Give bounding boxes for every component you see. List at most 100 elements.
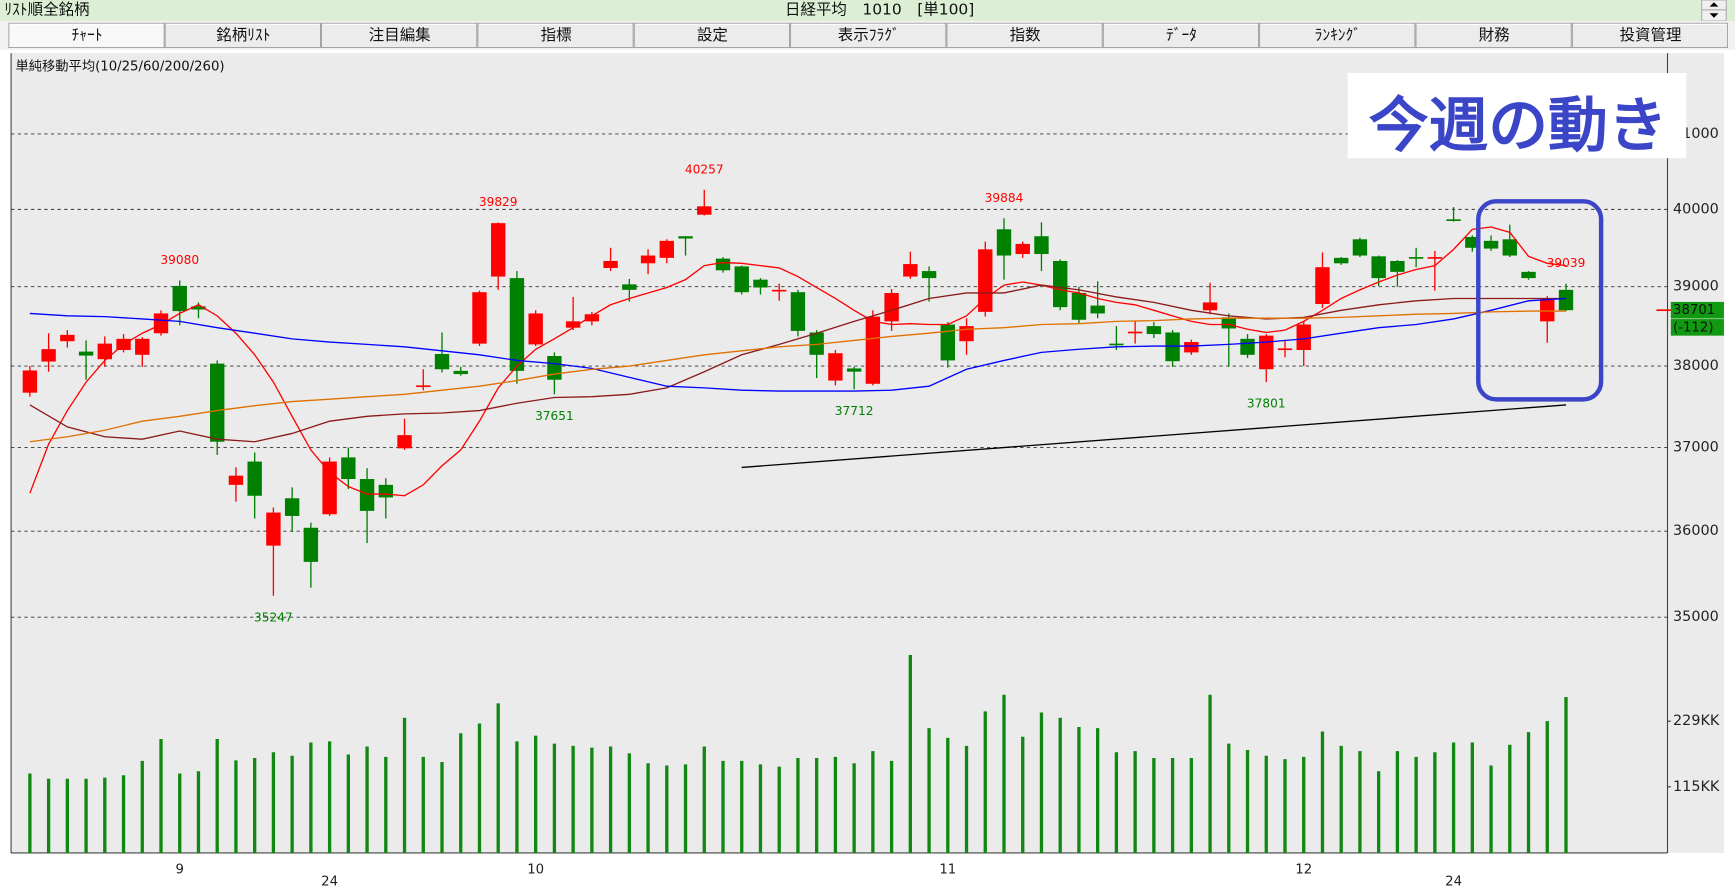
candle-body bbox=[1483, 240, 1499, 249]
candle-body bbox=[78, 351, 94, 356]
header-left: ﾘｽﾄ順全銘柄 bbox=[4, 0, 89, 18]
highlight-frame bbox=[1476, 199, 1604, 402]
candle-body bbox=[228, 475, 244, 485]
tab[interactable] bbox=[321, 22, 478, 49]
candle-body bbox=[865, 316, 881, 384]
candle-body bbox=[1352, 239, 1368, 256]
tab-label: ﾃﾞｰﾀ bbox=[1166, 26, 1197, 44]
candle-body bbox=[715, 258, 731, 271]
y-tick-label: 36000 bbox=[1673, 523, 1719, 539]
tab[interactable] bbox=[1571, 22, 1729, 49]
candle-body bbox=[1034, 236, 1049, 254]
candle-body bbox=[1315, 267, 1330, 304]
y-tick-label: 37000 bbox=[1673, 439, 1719, 455]
tab-label: ﾁｬｰﾄ bbox=[72, 26, 103, 44]
x-tick-label-2: 24 bbox=[321, 875, 338, 890]
line-series bbox=[741, 404, 1567, 469]
candle-body bbox=[1015, 243, 1030, 254]
y-tick-label: 38000 bbox=[1673, 358, 1719, 374]
x-tick-label: 9 bbox=[176, 863, 184, 878]
candle-body bbox=[1165, 332, 1180, 362]
header-bar bbox=[0, 0, 1735, 22]
candle-body bbox=[547, 356, 562, 380]
tab[interactable] bbox=[164, 22, 321, 49]
candle-body bbox=[528, 313, 543, 345]
tab-label: 注目編集 bbox=[369, 26, 431, 44]
candle-body bbox=[828, 353, 843, 381]
indicator-label: 単純移動平均(10/25/60/200/260) bbox=[15, 58, 224, 74]
candle-body bbox=[434, 354, 450, 370]
line-series bbox=[29, 297, 1567, 392]
candle-body bbox=[453, 370, 468, 375]
candle-body bbox=[697, 206, 712, 215]
low-label: 37651 bbox=[535, 409, 574, 423]
candle-body bbox=[1240, 338, 1255, 355]
candle-body bbox=[1184, 342, 1199, 353]
candle-body bbox=[903, 264, 918, 277]
candle-body bbox=[1408, 257, 1424, 259]
tab[interactable] bbox=[8, 22, 165, 49]
tab-label: 表示ﾌﾗｸﾞ bbox=[838, 26, 900, 44]
chart-area bbox=[11, 53, 1724, 853]
candle-body bbox=[60, 334, 75, 342]
tab[interactable] bbox=[946, 22, 1103, 49]
candle-body bbox=[734, 266, 749, 293]
candle-body bbox=[191, 306, 206, 310]
candle-body bbox=[1202, 302, 1218, 311]
y2-tick-label: 229KK bbox=[1673, 713, 1720, 729]
tab[interactable] bbox=[1102, 22, 1259, 49]
candle-body bbox=[1296, 324, 1311, 351]
tab-label: 銘柄ﾘｽﾄ bbox=[216, 26, 270, 44]
candle-body bbox=[622, 284, 637, 290]
candle-body bbox=[790, 292, 806, 331]
y-tick-label: 35000 bbox=[1673, 609, 1719, 625]
candle-body bbox=[266, 512, 281, 546]
tab-label: 設定 bbox=[697, 26, 728, 44]
high-label: 39829 bbox=[479, 195, 518, 209]
candle-body bbox=[1390, 260, 1405, 272]
candle-body bbox=[397, 435, 412, 449]
candle-body bbox=[678, 236, 693, 239]
line-series bbox=[29, 310, 1567, 443]
tab[interactable] bbox=[1259, 22, 1416, 49]
tab[interactable] bbox=[477, 22, 634, 49]
tab[interactable] bbox=[1415, 22, 1572, 49]
candle-body bbox=[1090, 305, 1105, 314]
candle-body bbox=[940, 324, 955, 361]
candle-body bbox=[210, 363, 225, 442]
tab-label: 投資管理 bbox=[1620, 26, 1682, 44]
candle-body bbox=[172, 285, 187, 312]
tab-label: 指数 bbox=[1010, 26, 1041, 44]
y2-tick-label: 115KK bbox=[1673, 779, 1720, 795]
low-label: 37712 bbox=[835, 404, 874, 418]
candle-body bbox=[1071, 292, 1087, 320]
high-label: 39080 bbox=[160, 253, 199, 267]
candle-body bbox=[996, 229, 1012, 256]
candle-body bbox=[884, 292, 899, 322]
candle-body bbox=[1146, 326, 1162, 335]
tab[interactable] bbox=[633, 22, 790, 49]
y-tick-label: 40000 bbox=[1673, 201, 1719, 217]
change-label: (-112) bbox=[1673, 320, 1713, 335]
last-price-bg bbox=[1670, 301, 1724, 319]
candle-body bbox=[753, 279, 768, 288]
candle-body bbox=[921, 271, 937, 279]
candle-body bbox=[1109, 343, 1124, 346]
candle-body bbox=[378, 484, 393, 498]
high-label: 39039 bbox=[1547, 256, 1586, 270]
candle-body bbox=[472, 292, 487, 344]
candle-body bbox=[303, 527, 319, 562]
candle-body bbox=[640, 255, 656, 264]
arrow-down bbox=[1709, 13, 1719, 18]
x-tick-label: 12 bbox=[1295, 863, 1312, 878]
tab[interactable] bbox=[790, 22, 947, 49]
candle-body bbox=[359, 479, 375, 511]
low-label: 37801 bbox=[1247, 397, 1286, 411]
candle-body bbox=[97, 343, 113, 360]
overlay-box bbox=[1347, 73, 1687, 159]
line-series bbox=[29, 284, 1567, 443]
high-label: 39884 bbox=[985, 191, 1024, 205]
candle-body bbox=[1277, 348, 1293, 351]
candle-body bbox=[22, 370, 38, 393]
